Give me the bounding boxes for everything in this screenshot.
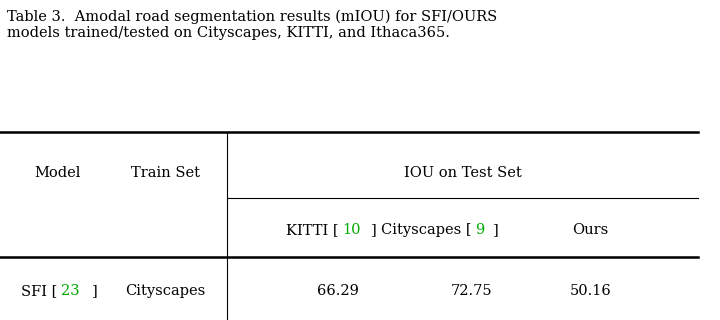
Text: Cityscapes [: Cityscapes [ [381,223,472,237]
Text: Ours: Ours [572,223,608,237]
Text: 23: 23 [61,284,80,298]
Text: Table 3.  Amodal road segmentation results (mIOU) for SFI/OURS
models trained/te: Table 3. Amodal road segmentation result… [7,10,498,40]
Text: 10: 10 [342,223,361,237]
Text: Train Set: Train Set [131,166,200,180]
Text: ]: ] [493,223,499,237]
Text: ]: ] [92,284,98,298]
Text: IOU on Test Set: IOU on Test Set [404,166,521,180]
Text: 9: 9 [475,223,485,237]
Text: 72.75: 72.75 [451,284,492,298]
Text: 66.29: 66.29 [318,284,359,298]
Text: KITTI [: KITTI [ [286,223,338,237]
Text: ]: ] [371,223,377,237]
Text: Cityscapes: Cityscapes [125,284,206,298]
Text: 50.16: 50.16 [570,284,611,298]
Text: Model: Model [35,166,81,180]
Text: SFI [: SFI [ [21,284,58,298]
